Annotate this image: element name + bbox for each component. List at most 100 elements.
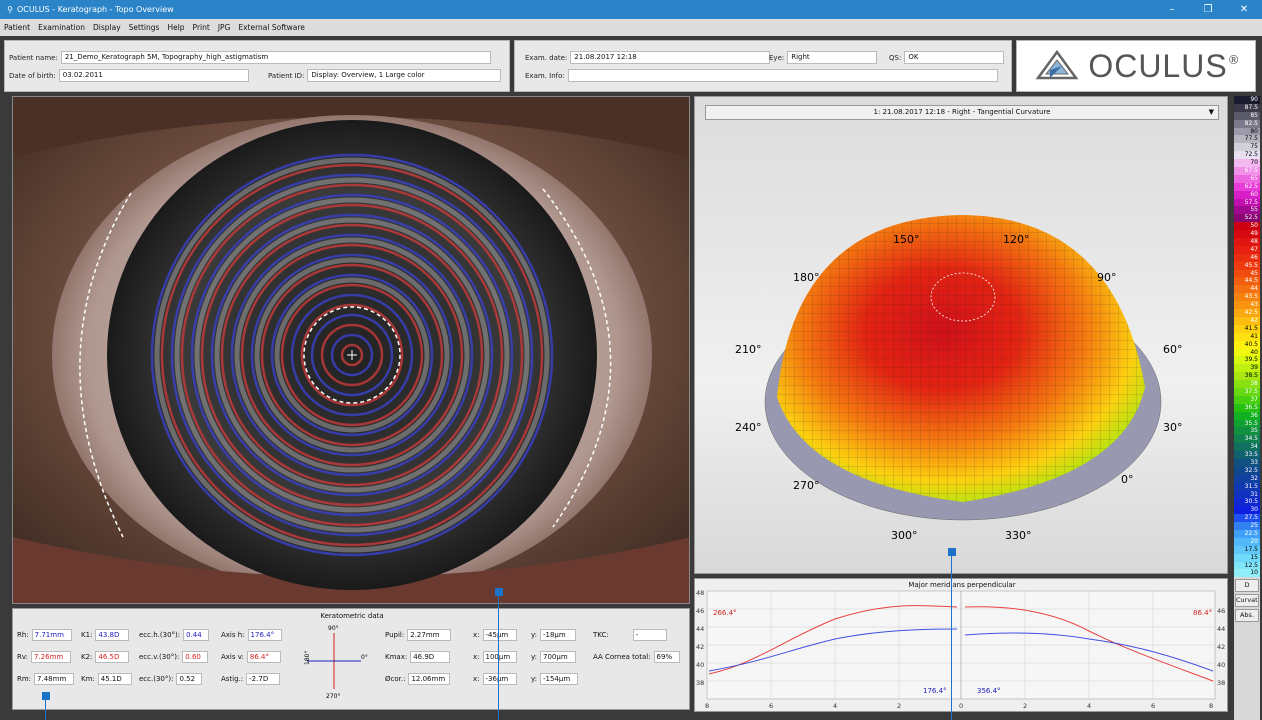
patient-id-label: Patient ID: (268, 71, 305, 80)
scale-cell: 37 (1234, 395, 1260, 404)
k1-label: K1: (81, 631, 93, 639)
aa-cornea-value: 69% (653, 651, 680, 663)
dob-field: 03.02.2011 (58, 69, 249, 82)
scale-cell: 32.5 (1234, 466, 1260, 475)
k1-value: 43.8D (95, 629, 130, 641)
exam-map-selector[interactable]: 1: 21.08.2017 12:18 - Right - Tangential… (705, 105, 1219, 120)
menu-patient[interactable]: Patient (4, 23, 31, 32)
topography-3d-view[interactable]: 1: 21.08.2017 12:18 - Right - Tangential… (694, 96, 1228, 574)
scale-cell: 75 (1234, 143, 1260, 152)
menu-display[interactable]: Display (93, 23, 121, 32)
angle-label-240: 240° (735, 421, 762, 434)
menu-print[interactable]: Print (192, 23, 210, 32)
xtick-6-left: 6 (769, 702, 773, 710)
menu-bar: Patient Examination Display Settings Hel… (0, 19, 1262, 36)
pupil-y-value: -18µm (540, 629, 576, 641)
oculus-logo: OCULUS ® (1016, 40, 1256, 92)
meridian-left-blue-label: 176.4° (923, 687, 947, 695)
xtick-8-right: 8 (1209, 702, 1213, 710)
xtick-2-right: 2 (1023, 702, 1027, 710)
menu-help[interactable]: Help (167, 23, 185, 32)
ecc-value: 0.52 (176, 673, 203, 685)
exam-map-selector-value: 1: 21.08.2017 12:18 - Right - Tangential… (873, 108, 1051, 116)
kmax-x-label: x: (473, 653, 480, 661)
qs-label: QS: (889, 53, 902, 62)
curvature-mode-button[interactable]: Curvatu (1235, 594, 1259, 608)
window-title: OCULUS - Keratograph - Topo Overview (17, 5, 174, 14)
minimize-button[interactable]: – (1169, 4, 1175, 15)
ytick-40: 40 (696, 661, 704, 669)
axis-v-label: Axis v: (221, 653, 244, 661)
compass-270: 270° (326, 693, 340, 700)
cursor-marker-kdata[interactable] (42, 692, 50, 700)
ytick-42: 42 (696, 643, 704, 651)
ecc-label: ecc.(30°): (139, 675, 174, 683)
km-label: Km: (81, 675, 95, 683)
scale-cell: 32 (1234, 474, 1260, 483)
cursor-marker-topo-line (951, 556, 952, 720)
unit-d-button[interactable]: D (1235, 579, 1259, 593)
restore-button[interactable]: ❐ (1203, 4, 1213, 15)
scale-cell: 36.5 (1234, 403, 1260, 412)
patient-info-panel: Patient name: 21_Demo_Keratograph 5M, To… (4, 40, 510, 92)
menu-jpg[interactable]: JPG (217, 23, 231, 32)
scale-cell: 43.5 (1234, 293, 1260, 302)
cursor-marker-kdata-line (45, 700, 46, 720)
xtick-4-left: 4 (833, 702, 837, 710)
menu-examination[interactable]: Examination (38, 23, 86, 32)
scale-cell: 44 (1234, 285, 1260, 294)
angle-label-270: 270° (793, 479, 820, 492)
kmax-value: 46.9D (410, 651, 451, 663)
scale-cell: 35.5 (1234, 419, 1260, 428)
scale-cell: 41.5 (1234, 324, 1260, 333)
ecc-v-label: ecc.v.(30°): (139, 653, 180, 661)
menu-external-software[interactable]: External Software (238, 23, 305, 32)
scale-cell: 72.5 (1234, 151, 1260, 160)
abs-scale-button[interactable]: Abs. (1235, 609, 1259, 623)
tkc-label: TKC: (593, 631, 609, 639)
ytick-right-38: 38 (1217, 679, 1225, 687)
title-bar: ⚲ OCULUS - Keratograph - Topo Overview –… (0, 0, 1262, 19)
angle-label-0: 0° (1121, 473, 1134, 486)
scale-cell: 67.5 (1234, 167, 1260, 175)
scale-cell: 40.5 (1234, 340, 1260, 349)
rv-label: Rv: (17, 653, 28, 661)
cursor-marker-topo[interactable] (948, 548, 956, 556)
scale-cell: 34 (1234, 443, 1260, 452)
cornea-3d-surface: 150° 120° 180° 90° 210° 60° 240° 30° 270… (735, 215, 1183, 542)
angle-label-180: 180° (793, 271, 820, 284)
angle-label-60: 60° (1163, 343, 1183, 356)
axis-compass: 90° 270° 180° 0° (304, 625, 368, 700)
menu-settings[interactable]: Settings (128, 23, 160, 32)
ytick-right-46: 46 (1217, 607, 1225, 615)
scale-cell: 62.5 (1234, 182, 1260, 191)
kmax-x-value: 100µm (482, 651, 517, 663)
scale-cell: 37.5 (1234, 387, 1260, 396)
scale-cell: 30.5 (1234, 498, 1260, 507)
scale-cell: 39 (1234, 364, 1260, 373)
scale-cell: 46 (1234, 253, 1260, 262)
ytick-48: 48 (696, 589, 704, 597)
astig-value: -2.7D (246, 673, 281, 685)
meridian-right-blue-label: 356.4° (977, 687, 1001, 695)
patient-id-field: Display: Overview, 1 Large color (307, 69, 502, 82)
curvature-color-scale: 90 87.5 85 82.5 80 77.5 75 72.5 70 67.5 65 62.5 60 57… (1234, 96, 1260, 720)
scale-cell: 22.5 (1234, 529, 1260, 538)
dcor-value: 12.06mm (408, 673, 451, 685)
dob-label: Date of birth: (9, 71, 56, 80)
cursor-marker-eye[interactable] (495, 588, 503, 596)
scale-cell: 48 (1234, 238, 1260, 246)
close-button[interactable]: ✕ (1239, 4, 1249, 15)
scale-cell: 20 (1234, 537, 1260, 546)
scale-cell: 85 (1234, 111, 1260, 120)
scale-cell: 82.5 (1234, 119, 1260, 128)
placido-eye-image[interactable] (12, 96, 690, 604)
scale-cell: 31 (1234, 490, 1260, 499)
keratometric-data-title: Keratometric data (320, 612, 384, 620)
angle-label-90: 90° (1097, 271, 1117, 284)
scale-cell: 77.5 (1234, 135, 1260, 144)
rm-label: Rm: (17, 675, 32, 683)
eye-field: Right (787, 51, 878, 64)
meridian-profile-chart[interactable]: Major meridians perpendicular 266.4° 86.… (694, 578, 1228, 712)
patient-name-label: Patient name: (9, 53, 58, 62)
